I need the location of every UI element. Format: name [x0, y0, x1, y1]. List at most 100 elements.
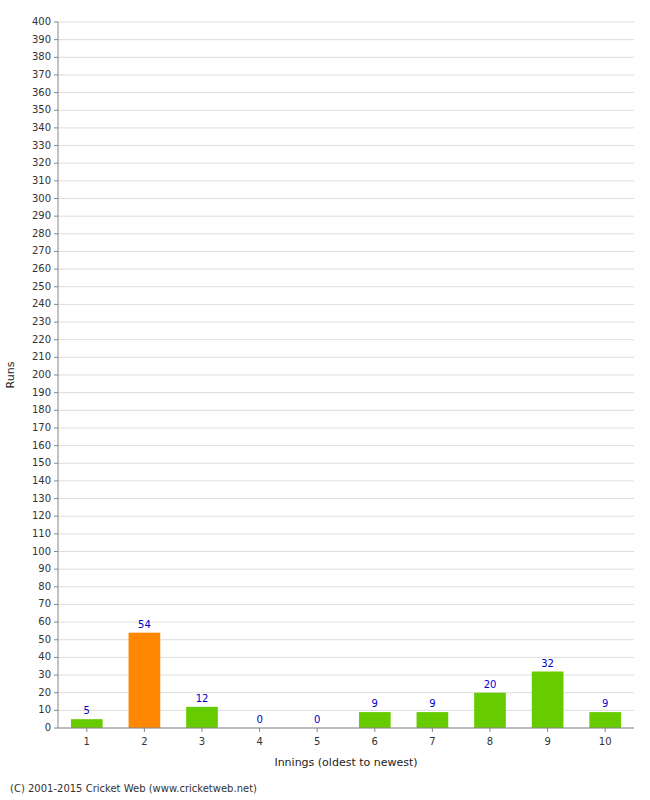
x-tick-label: 4	[256, 736, 262, 747]
data-label: 5	[84, 705, 90, 716]
y-tick-label: 120	[32, 510, 51, 521]
grid-line	[58, 463, 634, 464]
y-tick	[54, 304, 58, 305]
y-tick-label: 320	[32, 157, 51, 168]
y-tick	[54, 551, 58, 552]
x-tick-label: 3	[199, 736, 205, 747]
grid-line	[58, 304, 634, 305]
y-axis: 0102030405060708090100110120130140150160…	[32, 16, 58, 733]
y-tick	[54, 586, 58, 587]
grid-line	[58, 39, 634, 40]
grid-line	[58, 216, 634, 217]
data-label: 54	[138, 619, 151, 630]
x-tick	[317, 728, 318, 732]
grid-line	[58, 286, 634, 287]
y-tick-label: 110	[32, 528, 51, 539]
y-tick-label: 180	[32, 404, 51, 415]
grid-line	[58, 198, 634, 199]
grid-line	[58, 22, 634, 23]
grid-line	[58, 410, 634, 411]
y-tick-label: 390	[32, 34, 51, 45]
y-tick-label: 200	[32, 369, 51, 380]
grid-line	[58, 57, 634, 58]
y-tick	[54, 445, 58, 446]
grid-line	[58, 498, 634, 499]
y-tick-label: 130	[32, 493, 51, 504]
grid-line	[58, 480, 634, 481]
bar	[589, 712, 621, 728]
y-tick-label: 50	[38, 634, 51, 645]
data-label: 9	[602, 698, 608, 709]
y-tick	[54, 604, 58, 605]
y-tick	[54, 675, 58, 676]
grid-line	[58, 92, 634, 93]
grid-line	[58, 145, 634, 146]
x-tick-label: 8	[487, 736, 493, 747]
y-tick	[54, 533, 58, 534]
footer: (C) 2001-2015 Cricket Web (www.cricketwe…	[10, 783, 257, 794]
x-axis-label: Innings (oldest to newest)	[274, 756, 417, 769]
y-tick-label: 40	[38, 651, 51, 662]
y-tick-label: 30	[38, 669, 51, 680]
x-tick	[202, 728, 203, 732]
grid-line	[58, 516, 634, 517]
x-tick	[605, 728, 606, 732]
chart: 0102030405060708090100110120130140150160…	[0, 0, 650, 800]
y-tick-label: 220	[32, 334, 51, 345]
y-tick	[54, 322, 58, 323]
y-tick	[54, 410, 58, 411]
grid-line	[58, 110, 634, 111]
data-label: 0	[314, 714, 320, 725]
data-labels: 55412009920329	[84, 619, 609, 725]
y-tick-label: 350	[32, 104, 51, 115]
grid-line	[58, 322, 634, 323]
bars	[71, 633, 621, 728]
x-tick	[432, 728, 433, 732]
y-tick	[54, 463, 58, 464]
y-tick	[54, 427, 58, 428]
y-axis-label: Runs	[4, 361, 17, 388]
y-tick-label: 210	[32, 351, 51, 362]
y-tick-label: 260	[32, 263, 51, 274]
x-tick-label: 2	[141, 736, 147, 747]
y-tick	[54, 180, 58, 181]
y-tick-label: 150	[32, 457, 51, 468]
grid-line	[58, 551, 634, 552]
grid-line	[58, 427, 634, 428]
y-tick-label: 300	[32, 193, 51, 204]
y-tick-label: 290	[32, 210, 51, 221]
y-tick	[54, 92, 58, 93]
y-tick	[54, 516, 58, 517]
data-label: 20	[484, 679, 497, 690]
grid-line	[58, 339, 634, 340]
bar	[186, 707, 218, 728]
y-tick	[54, 163, 58, 164]
y-tick-label: 70	[38, 598, 51, 609]
grid-line	[58, 269, 634, 270]
data-label: 0	[256, 714, 262, 725]
y-tick	[54, 216, 58, 217]
x-axis: 12345678910	[84, 728, 612, 747]
grid-line	[58, 127, 634, 128]
chart-container: 0102030405060708090100110120130140150160…	[0, 0, 650, 800]
grid-line	[58, 375, 634, 376]
y-tick	[54, 110, 58, 111]
x-tick	[144, 728, 145, 732]
y-tick-label: 310	[32, 175, 51, 186]
data-label: 9	[429, 698, 435, 709]
y-tick-label: 280	[32, 228, 51, 239]
y-tick	[54, 339, 58, 340]
y-tick-label: 10	[38, 704, 51, 715]
y-tick	[54, 639, 58, 640]
data-label: 12	[196, 693, 209, 704]
y-tick	[54, 39, 58, 40]
y-tick-label: 330	[32, 140, 51, 151]
x-tick-label: 9	[544, 736, 550, 747]
y-tick	[54, 392, 58, 393]
grid-line	[58, 163, 634, 164]
y-tick-label: 0	[45, 722, 51, 733]
bar	[474, 693, 506, 728]
y-tick-label: 230	[32, 316, 51, 327]
y-tick-label: 250	[32, 281, 51, 292]
y-tick	[54, 198, 58, 199]
